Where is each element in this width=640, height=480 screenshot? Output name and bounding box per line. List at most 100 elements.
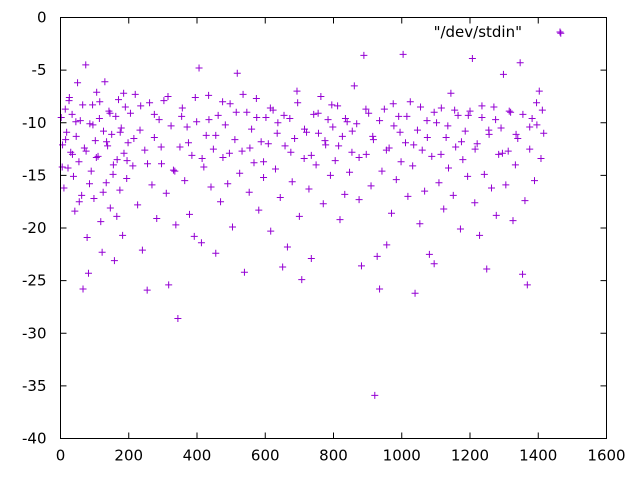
y-tick-label: -10 (22, 114, 47, 132)
data-points (57, 29, 565, 399)
data-point (126, 109, 134, 117)
data-point (461, 127, 469, 135)
data-point (516, 59, 524, 67)
data-point (430, 108, 438, 116)
data-point (188, 151, 196, 159)
data-point (526, 123, 534, 131)
data-point (371, 391, 379, 399)
data-point (58, 163, 66, 171)
data-point (79, 101, 87, 109)
data-point (276, 193, 284, 201)
data-point (197, 239, 205, 247)
data-point (314, 109, 322, 117)
data-point (141, 146, 149, 154)
data-point (464, 172, 472, 180)
y-tick-label: -30 (22, 324, 47, 342)
data-point (329, 123, 337, 131)
data-point (521, 197, 529, 205)
data-point (499, 70, 507, 78)
legend-marker (556, 28, 564, 36)
data-point (98, 248, 106, 256)
data-point (116, 186, 124, 194)
data-point (334, 102, 342, 110)
data-point (99, 127, 107, 135)
data-point (353, 120, 361, 128)
data-point (490, 103, 498, 111)
y-tick-label: -15 (22, 166, 47, 184)
data-point (167, 122, 175, 130)
data-point (338, 132, 346, 140)
data-point (104, 142, 112, 150)
data-point (138, 246, 146, 254)
data-point (200, 163, 208, 171)
data-point (314, 129, 322, 137)
data-point (418, 146, 426, 154)
data-point (63, 128, 71, 136)
data-point (260, 158, 268, 166)
data-point (238, 147, 246, 155)
data-point (396, 128, 404, 136)
data-point (57, 113, 65, 121)
data-point (435, 179, 443, 187)
data-point (413, 126, 421, 134)
data-point (537, 155, 545, 163)
x-tick-label: 800 (319, 447, 348, 465)
data-point (252, 95, 260, 103)
data-point (221, 121, 229, 129)
y-tick-label: -20 (22, 219, 47, 237)
data-point (388, 209, 396, 217)
data-point (236, 169, 244, 177)
data-point (112, 112, 120, 120)
data-point (106, 109, 114, 117)
x-tick-label: 0 (56, 447, 66, 465)
data-point (160, 97, 168, 105)
data-point (86, 180, 94, 188)
data-point (487, 184, 495, 192)
data-point (519, 270, 527, 278)
data-point (219, 153, 227, 161)
data-point (355, 153, 363, 161)
x-tick-label: 1000 (383, 447, 421, 465)
data-point (184, 139, 192, 147)
data-point (97, 218, 105, 226)
data-point (492, 116, 500, 124)
data-point (172, 221, 180, 229)
data-point (212, 249, 220, 257)
data-point (480, 170, 488, 178)
legend: "/dev/stdin" (434, 23, 564, 41)
data-point (457, 138, 465, 146)
data-point (62, 136, 70, 144)
data-point (65, 97, 73, 105)
data-point (176, 143, 184, 151)
data-point (205, 116, 213, 124)
data-point (307, 255, 315, 263)
data-point (360, 51, 368, 59)
data-point (108, 130, 116, 138)
data-point (502, 181, 510, 189)
data-point (255, 206, 263, 214)
data-point (348, 148, 356, 156)
data-point (369, 132, 377, 140)
data-point (319, 200, 327, 208)
data-point (171, 167, 179, 175)
data-point (497, 124, 505, 132)
x-tick-label: 600 (251, 447, 280, 465)
data-point (99, 188, 107, 196)
data-point (116, 128, 124, 136)
data-point (185, 210, 193, 218)
data-point (106, 204, 114, 212)
data-point (409, 162, 417, 170)
data-point (454, 111, 462, 119)
data-point (451, 106, 459, 114)
data-point (148, 181, 156, 189)
y-tick-label: -5 (32, 61, 47, 79)
data-point (165, 281, 173, 289)
data-point (530, 177, 538, 185)
data-point (492, 211, 500, 219)
data-point (317, 92, 325, 100)
data-point (293, 87, 301, 95)
data-point (300, 125, 308, 133)
data-point (428, 152, 436, 160)
data-point (257, 138, 265, 146)
data-point (94, 152, 102, 160)
